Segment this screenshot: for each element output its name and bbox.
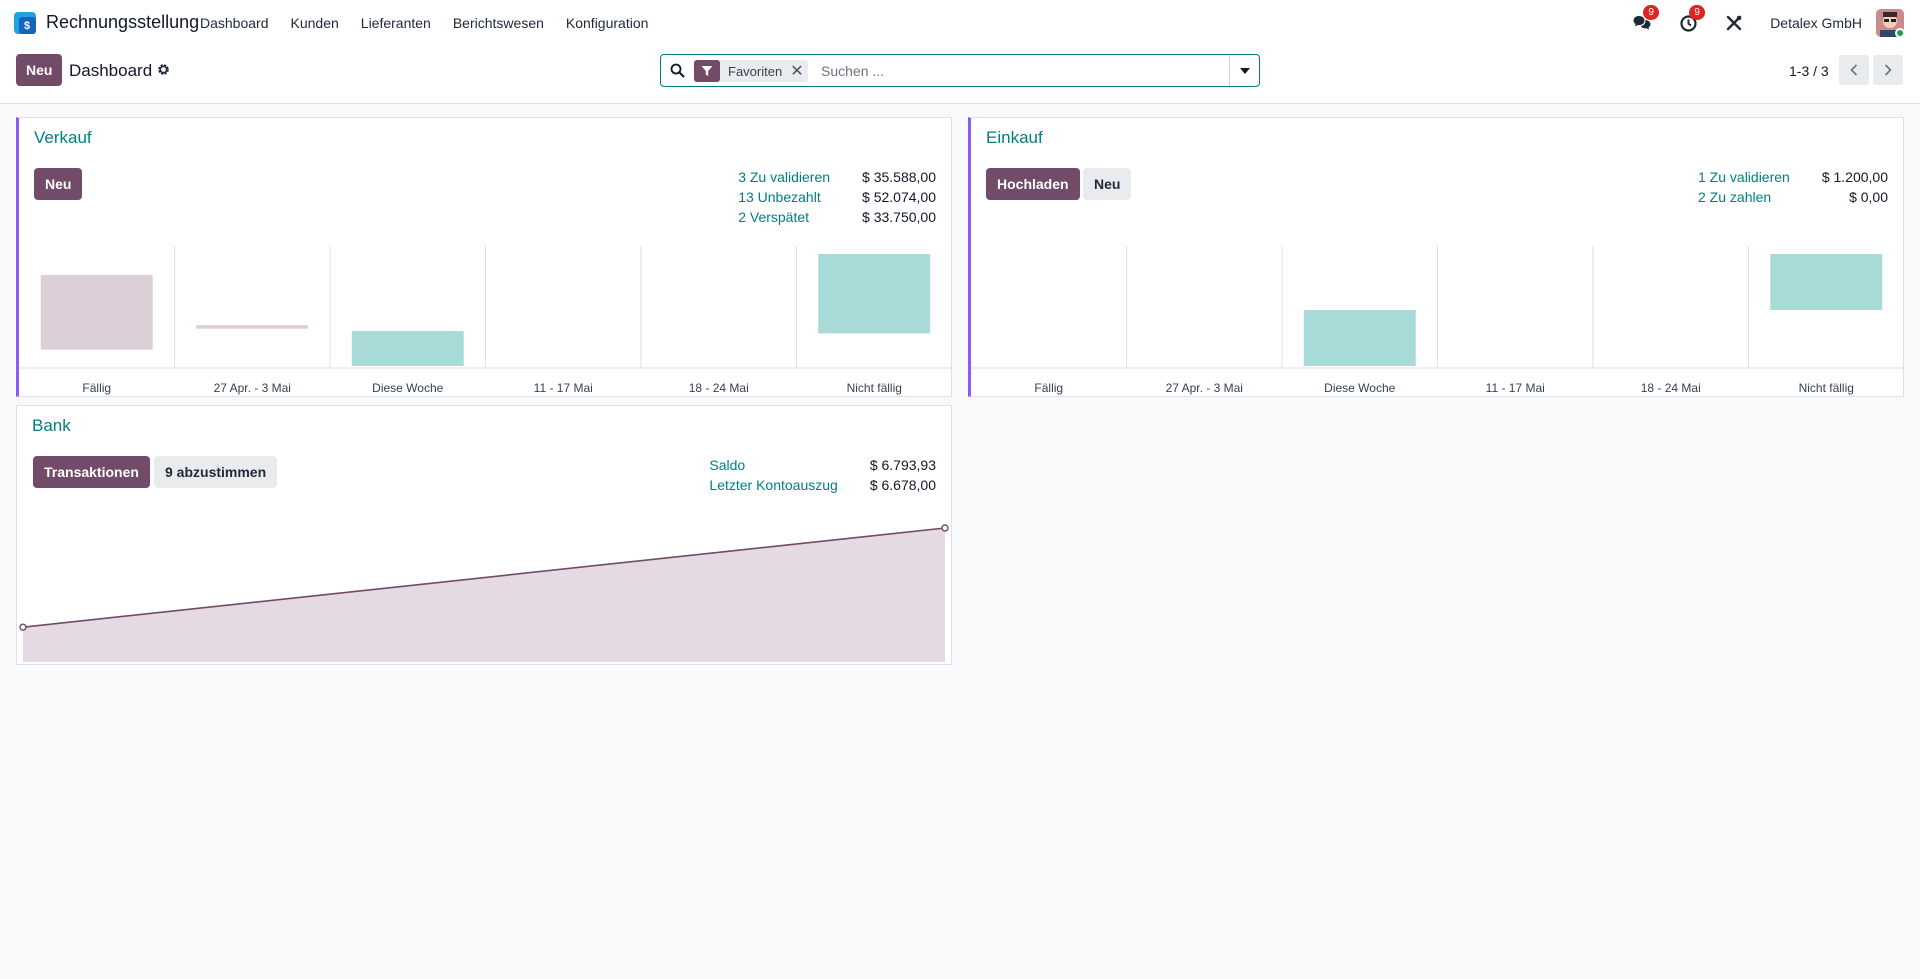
chat-icon	[1633, 16, 1651, 30]
svg-text:$: $	[24, 20, 30, 32]
chevron-left-icon	[1850, 64, 1858, 76]
activities-badge: 9	[1689, 5, 1706, 20]
new-invoice-button[interactable]: Neu	[34, 168, 83, 200]
x-tick-label: Fällig	[82, 381, 111, 395]
activity-menu[interactable]: 9	[1678, 5, 1706, 33]
stat-label[interactable]: 2 Zu zahlen	[1698, 189, 1772, 205]
stat-value: $ 33.750,00	[862, 209, 936, 225]
top-navbar: $ Rechnungsstellung Dashboard Kunden Lie…	[0, 0, 1920, 46]
clock-icon	[1680, 14, 1697, 32]
new-bill-button[interactable]: Neu	[1083, 168, 1132, 200]
x-tick-label: Diese Woche	[1324, 381, 1395, 395]
search-icon[interactable]	[670, 63, 685, 78]
upload-button[interactable]: Hochladen	[986, 168, 1080, 200]
user-portrait-icon	[1876, 9, 1904, 37]
stat-value: $ 6.793,93	[869, 457, 936, 473]
data-point[interactable]	[941, 524, 949, 532]
menu-item-vendors[interactable]: Lieferanten	[360, 15, 431, 31]
tools-icon	[1726, 15, 1742, 31]
online-status-indicator	[1895, 28, 1904, 37]
journal-stats: 1 Zu validieren $ 1.200,00 2 Zu zahlen $…	[1698, 169, 1888, 205]
main-menu: Dashboard Kunden Lieferanten Berichtswes…	[200, 0, 670, 46]
search-options-toggle[interactable]	[1229, 55, 1259, 86]
facet-label: Favoriten	[728, 63, 783, 79]
menu-item-configuration[interactable]: Konfiguration	[565, 15, 649, 31]
journal-title[interactable]: Einkauf	[986, 128, 1043, 147]
messages-badge: 9	[1643, 5, 1660, 20]
purchase-bar-chart[interactable]: Fällig 27 Apr. - 3 Mai Diese Woche 11 - 17 …	[971, 246, 1904, 396]
area-fill	[23, 528, 945, 662]
stat-label[interactable]: Letzter Kontoauszug	[709, 477, 838, 493]
pager-value[interactable]: 1-3 / 3	[1789, 63, 1829, 79]
search-facet: Favoriten ✕	[694, 60, 809, 82]
chart-bar[interactable]	[1770, 254, 1883, 310]
bank-area-chart[interactable]	[17, 506, 951, 666]
chevron-right-icon	[1884, 64, 1892, 76]
search-bar: Favoriten ✕	[660, 54, 1260, 87]
search-input[interactable]	[821, 61, 1241, 81]
chart-bar[interactable]	[40, 275, 153, 350]
close-icon[interactable]: ✕	[790, 63, 804, 80]
x-tick-label: Diese Woche	[372, 381, 443, 395]
x-tick-label: 27 Apr. - 3 Mai	[214, 381, 291, 395]
gear-icon[interactable]	[157, 63, 170, 76]
chart-bar[interactable]	[1303, 310, 1416, 366]
systray: 9 9 Detalex GmbH	[1632, 0, 1920, 46]
chart-bar[interactable]	[818, 254, 931, 334]
pager-previous-button[interactable]	[1839, 55, 1869, 85]
stat-value: $ 0,00	[1849, 189, 1888, 205]
stat-label[interactable]: 1 Zu validieren	[1698, 169, 1790, 185]
journal-title[interactable]: Verkauf	[34, 128, 92, 147]
stat-value: $ 1.200,00	[1821, 169, 1888, 185]
chart-bar[interactable]	[351, 331, 464, 366]
x-tick-label: 18 - 24 Mai	[689, 381, 749, 395]
x-tick-label: 18 - 24 Mai	[1641, 381, 1701, 395]
reconcile-button[interactable]: 9 abzustimmen	[154, 456, 278, 488]
menu-item-dashboard[interactable]: Dashboard	[200, 15, 269, 31]
transactions-button[interactable]: Transaktionen	[33, 456, 150, 488]
control-panel: Neu Dashboard Favoriten ✕ 1-3 / 3	[0, 46, 1920, 104]
caret-down-icon	[1239, 67, 1250, 74]
data-point[interactable]	[19, 623, 27, 631]
stat-label[interactable]: 2 Verspätet	[738, 209, 810, 225]
chart-bar[interactable]	[196, 325, 309, 329]
debug-tools[interactable]	[1724, 13, 1744, 33]
menu-item-reporting[interactable]: Berichtswesen	[452, 15, 544, 31]
user-avatar[interactable]	[1876, 9, 1904, 37]
journal-stats: Saldo $ 6.793,93 Letzter Kontoauszug $ 6…	[709, 457, 936, 493]
sales-bar-chart[interactable]: Fällig 27 Apr. - 3 Mai Diese Woche 11 - 17 …	[19, 246, 952, 396]
menu-item-customers[interactable]: Kunden	[290, 15, 339, 31]
invoicing-app-icon[interactable]: $	[14, 12, 36, 34]
journal-stats: 3 Zu validieren $ 35.588,00 13 Unbezahlt…	[738, 169, 936, 225]
journal-card-sales: Verkauf Neu 3 Zu validieren $ 35.588,00 …	[16, 117, 952, 397]
journal-card-bank: Bank Transaktionen 9 abzustimmen Saldo $…	[16, 405, 952, 665]
app-name[interactable]: Rechnungsstellung	[46, 12, 200, 32]
stat-label[interactable]: Saldo	[709, 457, 746, 473]
company-switcher[interactable]: Detalex GmbH	[1770, 15, 1862, 31]
x-tick-label: 11 - 17 Mai	[1486, 381, 1545, 395]
new-button[interactable]: Neu	[16, 54, 63, 86]
stat-value: $ 6.678,00	[869, 477, 936, 493]
x-tick-label: 27 Apr. - 3 Mai	[1166, 381, 1243, 395]
page-title: Dashboard	[69, 61, 153, 80]
stat-value: $ 52.074,00	[862, 189, 936, 205]
filter-icon	[694, 60, 720, 82]
x-tick-label: Fällig	[1034, 381, 1063, 395]
messaging-menu[interactable]: 9	[1632, 5, 1660, 33]
stat-label[interactable]: 3 Zu validieren	[738, 169, 831, 185]
pager-next-button[interactable]	[1873, 55, 1903, 85]
x-tick-label: 11 - 17 Mai	[534, 381, 593, 395]
balance-line	[22, 527, 946, 628]
journal-title[interactable]: Bank	[32, 416, 71, 435]
x-tick-label: Nicht fällig	[1799, 381, 1854, 395]
journal-card-purchase: Einkauf Hochladen Neu 1 Zu validieren $ …	[968, 117, 1904, 397]
stat-label[interactable]: 13 Unbezahlt	[738, 189, 821, 205]
x-tick-label: Nicht fällig	[847, 381, 902, 395]
stat-value: $ 35.588,00	[862, 169, 936, 185]
